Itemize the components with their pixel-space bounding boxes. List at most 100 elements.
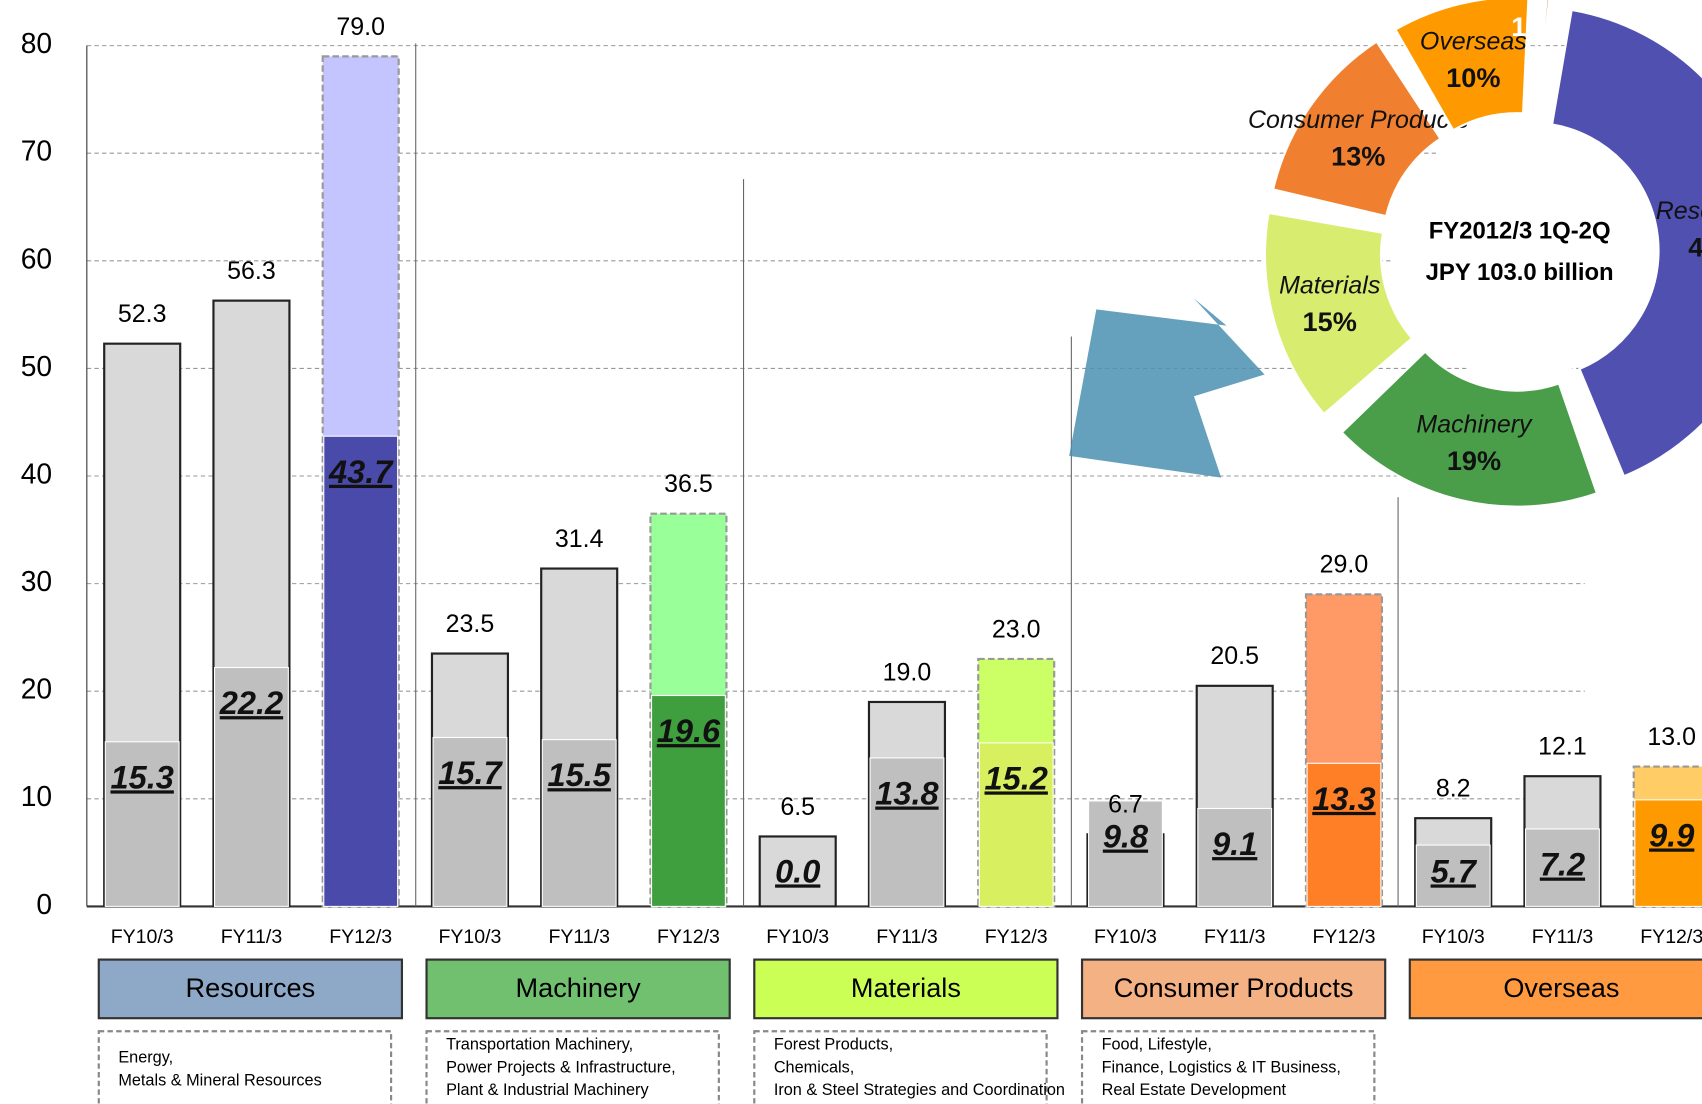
group-description: Power Projects & Infrastructure, (446, 1058, 676, 1076)
first-half-label: 15.3 (111, 759, 174, 795)
first-half-label: 19.6 (657, 713, 721, 749)
pie-value: 13% (1331, 141, 1385, 172)
group-label: Consumer Products (1114, 972, 1354, 1003)
y-tick-label: 50 (21, 350, 52, 382)
group-description: Metals & Mineral Resources (118, 1071, 321, 1089)
x-tick-label: FY11/3 (221, 926, 282, 948)
first-half-label: 15.5 (548, 757, 612, 793)
total-label: 31.4 (555, 525, 604, 553)
group-label: Overseas (1503, 972, 1619, 1003)
y-tick-label: 20 (21, 673, 52, 705)
group-box (1408, 958, 1702, 1020)
first-half-label: 0.0 (775, 853, 820, 889)
bar-first-half (978, 742, 1054, 907)
pie-slice (1550, 8, 1702, 478)
x-tick-label: FY11/3 (1204, 926, 1265, 948)
group-description: Transportation Machinery, (446, 1036, 633, 1054)
first-half-label: 22.2 (219, 685, 283, 721)
total-label: 36.5 (664, 470, 713, 498)
y-tick-label: 60 (21, 242, 52, 274)
first-half-label: 9.9 (1649, 817, 1694, 853)
pie-center-label: JPY 103.0 billion (1426, 259, 1614, 286)
description-box (97, 1030, 393, 1104)
first-half-label: 9.8 (1103, 819, 1149, 855)
first-half-label: 5.7 (1431, 853, 1478, 889)
pie-slice (1340, 350, 1599, 508)
group-description: Plant & Industrial Machinery (446, 1081, 649, 1099)
first-half-label: 9.1 (1212, 826, 1257, 862)
pie-slice (1393, 0, 1530, 132)
group-box (753, 958, 1059, 1020)
bar-first-half (1634, 799, 1702, 907)
pie-value: 10% (1446, 62, 1500, 93)
pie-center (1391, 123, 1648, 380)
y-tick-label: 30 (21, 565, 52, 597)
group-description: Finance, Logistics & IT Business, (1102, 1058, 1341, 1076)
description-box (1080, 1030, 1376, 1104)
first-half-label: 15.7 (438, 755, 503, 791)
total-label: 23.0 (992, 615, 1041, 643)
first-half-label: 43.7 (328, 454, 394, 490)
group-description: Real Estate Development (1102, 1081, 1287, 1099)
x-tick-label: FY12/3 (329, 926, 392, 948)
bar-first-half (323, 435, 399, 907)
group-description: Chemicals, (774, 1058, 854, 1076)
total-label: 6.5 (780, 793, 815, 821)
pie-slice (1271, 40, 1442, 218)
bar-first-half (213, 666, 289, 907)
bar-first-half (869, 757, 945, 907)
bar-first-half (1525, 828, 1600, 907)
group-description: Iron & Steel Strategies and Coordination (774, 1081, 1065, 1099)
bar-first-half (1197, 807, 1273, 907)
bar-first-half (541, 739, 617, 907)
first-half-label: 7.2 (1540, 847, 1585, 883)
description-box (753, 1030, 1048, 1104)
bar-first-half (1306, 762, 1382, 907)
total-label: 56.3 (227, 257, 276, 285)
pie-category: Machinery (1416, 411, 1533, 439)
pie-category: Resources (1656, 197, 1702, 225)
x-tick-label: FY11/3 (876, 926, 937, 948)
bar-first-half (1088, 800, 1163, 907)
x-tick-label: FY11/3 (548, 926, 609, 948)
group-description: Food, Lifestyle, (1102, 1036, 1212, 1054)
total-label: 12.1 (1538, 733, 1587, 761)
first-half-label: 13.3 (1312, 781, 1375, 817)
total-label: 79.0 (336, 13, 385, 41)
x-tick-label: FY10/3 (438, 926, 501, 948)
bar-first-half (651, 694, 726, 907)
total-label: 23.5 (446, 610, 495, 638)
description-box (425, 1030, 720, 1104)
first-half-label: 13.8 (875, 776, 939, 812)
x-tick-label: FY10/3 (766, 926, 829, 948)
x-tick-label: FY10/3 (111, 926, 174, 948)
arrow (1069, 298, 1265, 478)
y-tick-label: 10 (21, 780, 52, 812)
pie-center-label: FY2012/3 1Q-2Q (1429, 218, 1611, 245)
total-label: 8.2 (1436, 775, 1471, 803)
y-tick-label: 0 (36, 888, 52, 920)
group-box (97, 958, 404, 1020)
x-tick-label: FY10/3 (1422, 926, 1485, 948)
bar-first-half (432, 736, 508, 907)
pie-category: Overseas (1420, 28, 1527, 56)
pie-value: 1% (1511, 11, 1550, 42)
group-label: Machinery (516, 972, 642, 1003)
group-label: Materials (851, 972, 961, 1003)
total-label: 52.3 (118, 300, 167, 328)
x-tick-label: FY11/3 (1532, 926, 1593, 948)
x-tick-label: FY12/3 (657, 926, 720, 948)
y-tick-label: 80 (21, 27, 52, 59)
total-label: 19.0 (883, 658, 932, 686)
pie-value: 19% (1447, 445, 1501, 476)
total-label: 20.5 (1210, 642, 1259, 670)
x-tick-label: FY12/3 (985, 926, 1048, 948)
group-box (1080, 958, 1387, 1020)
pie-slice (1533, 0, 1551, 116)
pie-category: Materials (1279, 271, 1380, 299)
bar-first-half (104, 741, 180, 907)
y-tick-label: 40 (21, 457, 52, 489)
group-box (425, 958, 731, 1020)
x-tick-label: FY12/3 (1313, 926, 1376, 948)
